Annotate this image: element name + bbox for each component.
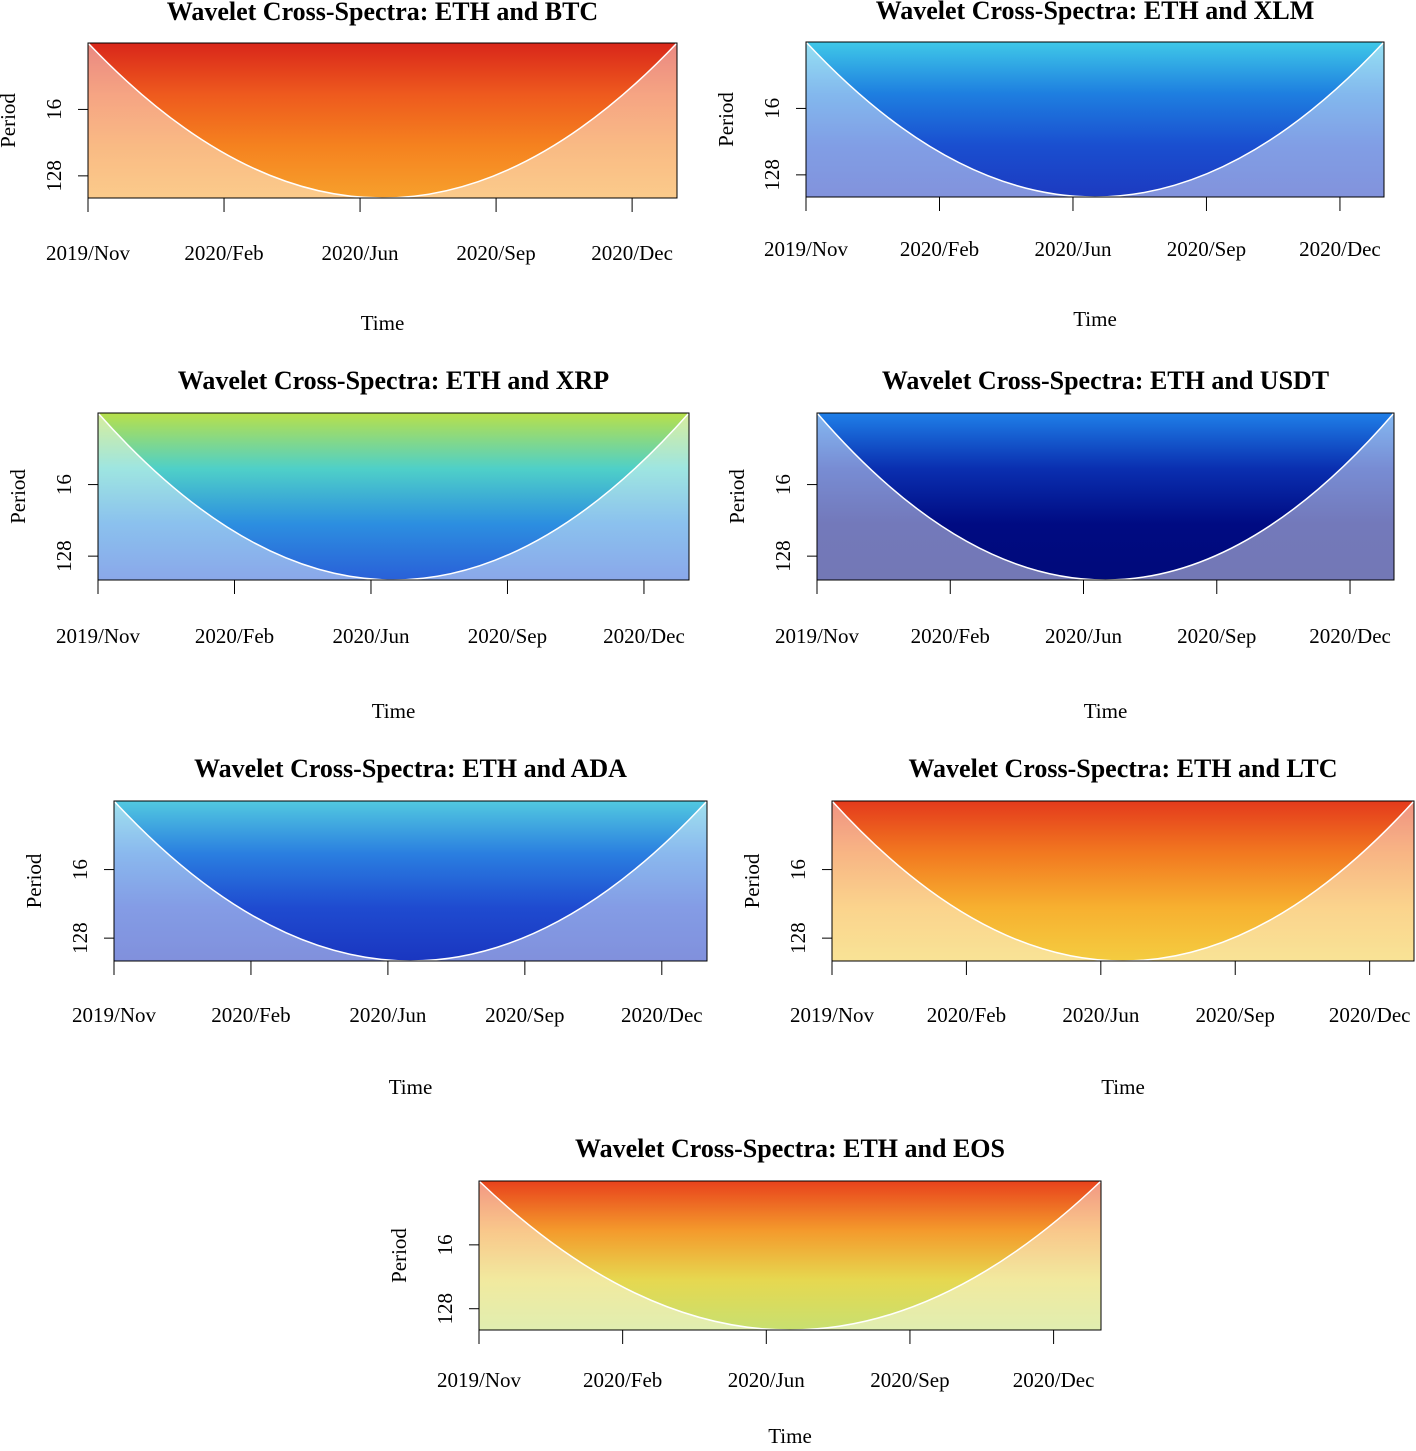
x-tick-label: 2019/Nov [775,624,860,648]
chart-title: Wavelet Cross-Spectra: ETH and LTC [908,754,1337,783]
y-tick-label: 128 [760,159,784,191]
chart-title: Wavelet Cross-Spectra: ETH and XLM [876,0,1315,25]
x-tick-label: 2020/Dec [1299,237,1381,261]
x-tick-label: 2020/Dec [1329,1003,1411,1027]
power-field [479,1181,1101,1330]
x-axis-label: Time [768,1424,812,1448]
y-tick-label: 128 [786,922,810,954]
chart-title: Wavelet Cross-Spectra: ETH and ADA [194,754,627,783]
y-axis-label: Period [714,92,738,147]
y-axis-label: Period [387,1228,411,1283]
chart-title: Wavelet Cross-Spectra: ETH and USDT [882,366,1329,395]
chart-title: Wavelet Cross-Spectra: ETH and BTC [167,0,598,26]
x-tick-label: 2020/Feb [184,241,263,265]
x-tick-label: 2020/Sep [1167,237,1246,261]
x-axis-label: Time [361,311,405,335]
power-field [806,42,1384,197]
power-field [98,413,689,580]
power-field [88,43,677,198]
y-axis-label: Period [725,469,749,524]
y-axis-label: Period [6,469,30,524]
x-tick-label: 2020/Sep [485,1003,564,1027]
x-tick-label: 2020/Sep [468,624,547,648]
x-tick-label: 2020/Sep [456,241,535,265]
x-tick-label: 2020/Dec [603,624,685,648]
y-tick-label: 128 [433,1293,457,1325]
x-tick-label: 2020/Jun [1034,237,1112,261]
y-tick-label: 16 [433,1234,457,1255]
chart-title: Wavelet Cross-Spectra: ETH and XRP [178,366,610,395]
x-tick-label: 2020/Dec [1013,1368,1095,1392]
y-tick-label: 16 [786,859,810,880]
x-axis-label: Time [372,699,416,723]
x-tick-label: 2020/Dec [621,1003,703,1027]
chart-title: Wavelet Cross-Spectra: ETH and EOS [575,1134,1005,1163]
y-tick-label: 16 [42,99,66,120]
x-tick-label: 2020/Jun [322,241,400,265]
power-field [832,801,1414,961]
y-tick-label: 128 [68,922,92,954]
x-tick-label: 2020/Dec [1309,624,1391,648]
y-tick-label: 16 [52,474,76,495]
x-tick-label: 2020/Dec [591,241,673,265]
y-tick-label: 128 [42,160,66,192]
x-tick-label: 2020/Feb [583,1368,662,1392]
x-tick-label: 2020/Jun [728,1368,806,1392]
power-field [114,801,707,961]
x-tick-label: 2020/Feb [927,1003,1006,1027]
y-axis-label: Period [22,853,46,908]
x-tick-label: 2020/Jun [1062,1003,1140,1027]
y-tick-label: 16 [760,98,784,119]
x-tick-label: 2019/Nov [764,237,849,261]
x-axis-label: Time [1084,699,1128,723]
x-tick-label: 2019/Nov [437,1368,522,1392]
y-axis-label: Period [0,93,20,148]
x-axis-label: Time [1101,1075,1145,1099]
x-tick-label: 2020/Jun [332,624,410,648]
x-axis-label: Time [1073,307,1117,331]
x-tick-label: 2019/Nov [56,624,141,648]
power-field [817,413,1394,580]
x-tick-label: 2020/Sep [870,1368,949,1392]
x-tick-label: 2020/Jun [1045,624,1123,648]
x-tick-label: 2019/Nov [72,1003,157,1027]
y-tick-label: 128 [771,540,795,572]
x-tick-label: 2020/Sep [1196,1003,1275,1027]
x-tick-label: 2020/Sep [1177,624,1256,648]
x-tick-label: 2020/Feb [211,1003,290,1027]
y-tick-label: 16 [68,859,92,880]
x-tick-label: 2020/Feb [900,237,979,261]
x-tick-label: 2019/Nov [46,241,131,265]
x-tick-label: 2019/Nov [790,1003,875,1027]
y-tick-label: 16 [771,474,795,495]
x-tick-label: 2020/Jun [349,1003,427,1027]
x-tick-label: 2020/Feb [911,624,990,648]
y-axis-label: Period [740,853,764,908]
x-tick-label: 2020/Feb [195,624,274,648]
x-axis-label: Time [389,1075,433,1099]
y-tick-label: 128 [52,540,76,572]
